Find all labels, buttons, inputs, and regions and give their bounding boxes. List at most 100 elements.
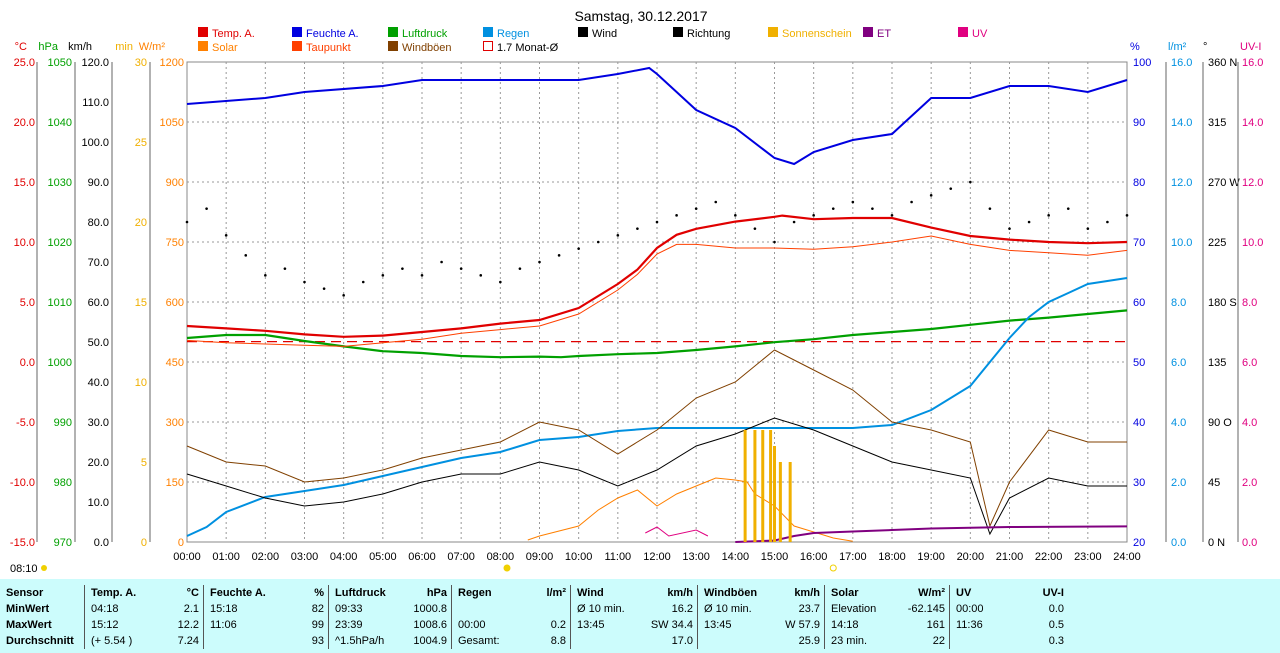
direction-point <box>910 200 913 204</box>
axis-tick-label: 50 <box>1133 357 1145 369</box>
table-cell: 22 <box>932 635 945 647</box>
time-tick-label: 01:00 <box>212 551 240 563</box>
axis-tick-label: 80.0 <box>88 217 109 229</box>
axis-unit-label: km/h <box>68 41 92 53</box>
direction-point <box>381 274 385 277</box>
table-cell: 15:12 <box>84 617 143 633</box>
axis-tick-label: 900 <box>166 177 184 189</box>
table-cell: 00:00 <box>451 617 510 633</box>
table-cell: ^1.5hPa/h <box>328 633 395 649</box>
table-cell: W 57.9 <box>785 619 820 631</box>
table-cell: 23 min. <box>824 633 893 649</box>
direction-point <box>714 200 718 204</box>
sunrise-label: 08:10 <box>10 563 38 575</box>
header-cell: km/h <box>667 587 693 599</box>
time-tick-label: 20:00 <box>957 551 985 563</box>
direction-point <box>1125 214 1129 217</box>
time-tick-label: 15:00 <box>761 551 789 563</box>
legend-label: Solar <box>212 42 238 54</box>
direction-point <box>401 267 404 270</box>
header-cell: Regen <box>451 585 510 601</box>
table-cell: 23:39 <box>328 617 395 633</box>
plot-area <box>185 61 1129 543</box>
axis-tick-label: 30 <box>1133 477 1145 489</box>
axis-tick-label: 270 W <box>1208 177 1240 189</box>
table-cell: 161 <box>926 619 945 631</box>
axis-tick-label: 180 S <box>1208 297 1237 309</box>
axis-tick-label: 16.0 <box>1242 57 1263 69</box>
axis-tick-label: 600 <box>166 297 184 309</box>
axis-tick-label: 1040 <box>48 117 72 129</box>
direction-point <box>499 280 502 284</box>
axis-tick-label: 5 <box>141 457 147 469</box>
legend-label: Luftdruck <box>402 28 448 40</box>
series-rain-line <box>186 277 1128 537</box>
axis-tick-label: 20.0 <box>88 457 109 469</box>
axis-unit-label: min <box>115 41 133 53</box>
direction-point <box>890 214 894 217</box>
axis-tick-label: 45 <box>1208 477 1220 489</box>
time-tick-label: 12:00 <box>643 551 671 563</box>
axis-tick-label: 360 N <box>1208 57 1237 69</box>
table-cell: 82 <box>311 603 324 615</box>
time-axis: 00:00 01:00 02:00 03:00 04:00 05:00 06:00 07:00… <box>10 551 1141 575</box>
axis-tick-label: 135 <box>1208 357 1226 369</box>
axis-tick-label: 0.0 <box>94 537 109 549</box>
time-tick-label: 10:00 <box>565 551 593 563</box>
series-humidity-line <box>186 66 1128 166</box>
direction-point <box>753 227 757 230</box>
direction-point <box>812 214 815 217</box>
legend: Temp. A. Solar Feuchte A. Taupunkt Luftdruck… <box>198 27 988 54</box>
table-cell: 0.0 <box>1048 603 1064 615</box>
table-cell: 13:45 <box>570 617 635 633</box>
row-label: Durchschnitt <box>6 635 74 647</box>
time-tick-label: 17:00 <box>839 551 867 563</box>
table-cell: 0.2 <box>550 619 566 631</box>
table-cell: 1008.6 <box>413 619 447 631</box>
axis-tick-label: -10.0 <box>10 477 35 489</box>
axis-tick-label: 16.0 <box>1171 57 1192 69</box>
time-tick-label: 21:00 <box>996 551 1024 563</box>
legend-swatch <box>292 27 302 37</box>
row-label: MinWert <box>6 603 50 615</box>
header-cell: Luftdruck <box>328 585 395 601</box>
table-cell: Elevation <box>824 601 893 617</box>
axis-tick-label: 990 <box>54 417 72 429</box>
header-cell: l/m² <box>546 587 566 599</box>
direction-point <box>264 274 267 277</box>
axes: °C 25.0 20.0 15.0 10.0 5.0 0.0 -5.0 -10.0 -15.0 hP… <box>10 41 1264 549</box>
axis-tick-label: 0 <box>141 537 147 549</box>
axis-tick-label: 2.0 <box>1242 477 1257 489</box>
axis-tick-label: 4.0 <box>1171 417 1186 429</box>
sunset-marker <box>829 564 837 572</box>
axis-tick-label: 8.0 <box>1242 297 1257 309</box>
legend-label: Temp. A. <box>212 28 255 40</box>
direction-point <box>988 207 992 210</box>
series-wind-line <box>186 417 1127 536</box>
direction-point <box>440 260 443 264</box>
sunshine-bar <box>761 430 765 542</box>
axis-tick-label: 0 N <box>1208 537 1225 549</box>
table-cell: 0.3 <box>1048 635 1064 647</box>
axis-tick-label: 1000 <box>48 357 72 369</box>
direction-point <box>636 227 639 230</box>
direction-point <box>949 187 953 190</box>
axis-tick-label: 225 <box>1208 237 1226 249</box>
header-cell: W/m² <box>918 587 945 599</box>
direction-point <box>675 214 678 217</box>
axis-tick-label: 150 <box>166 477 184 489</box>
direction-point <box>616 234 620 237</box>
sunshine-bar <box>778 462 782 542</box>
table-cell: Gesamt: <box>451 633 510 649</box>
axis-tick-label: 4.0 <box>1242 417 1257 429</box>
axis-unit-label: hPa <box>38 41 58 53</box>
direction-point <box>303 280 306 284</box>
table-cell: Ø 10 min. <box>697 601 766 617</box>
legend-swatch <box>863 27 873 37</box>
direction-point <box>831 207 835 210</box>
legend-swatch <box>483 41 493 51</box>
header-cell: °C <box>186 587 199 599</box>
summary-header-row: Sensor Temp. A. °C Feuchte A. % Luftdruc… <box>0 585 1068 601</box>
time-tick-label: 23:00 <box>1074 551 1102 563</box>
axis-unit-label: UV-I <box>1240 41 1261 53</box>
